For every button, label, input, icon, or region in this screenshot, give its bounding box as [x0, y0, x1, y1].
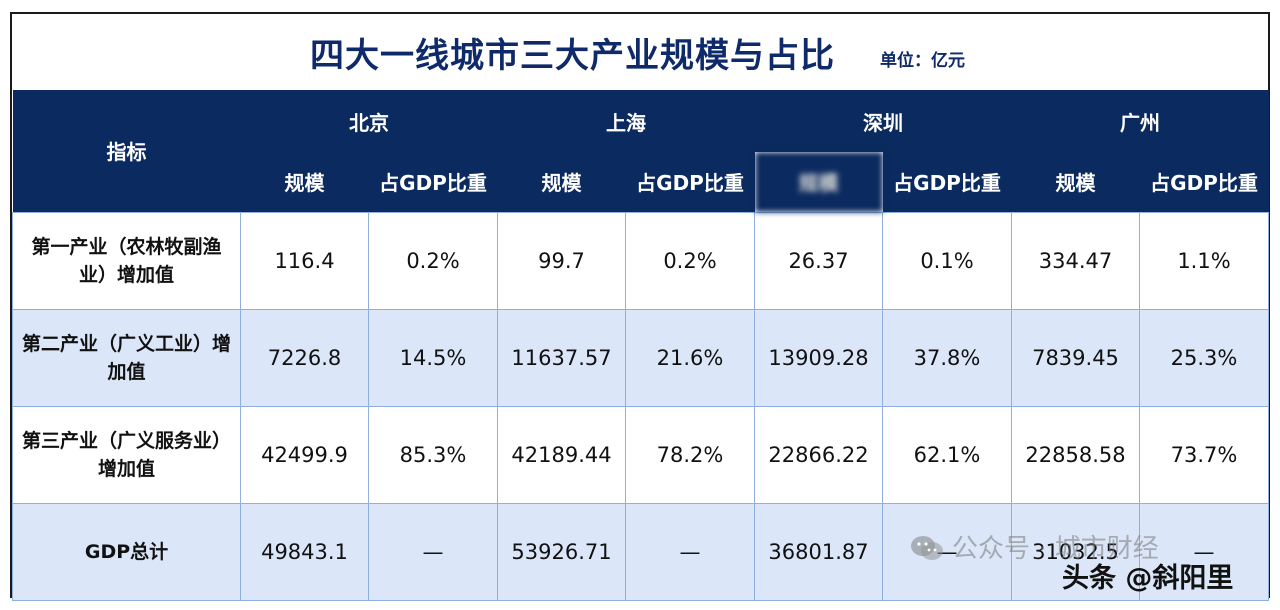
- table-cell: 36801.87: [754, 502, 883, 601]
- wechat-icon: [911, 536, 943, 560]
- header-sub: 占GDP比重: [625, 152, 755, 212]
- table-cell: 78.2%: [625, 405, 755, 504]
- header-city-shenzhen: 深圳: [754, 90, 1012, 152]
- header-city-shanghai: 上海: [497, 90, 755, 152]
- row-label: 第一产业（农林牧副渔业）增加值: [12, 211, 241, 310]
- table-cell: 25.3%: [1139, 308, 1269, 407]
- table-cell: 53926.71: [497, 502, 626, 601]
- industry-table: 指标 北京 上海 深圳 广州 规模 占GDP比重 规模 占GDP比重 规模 占G…: [12, 90, 1269, 601]
- table-cell: 116.4: [240, 211, 369, 310]
- table-cell: —: [1139, 502, 1269, 601]
- table-cell: 85.3%: [368, 405, 498, 504]
- watermark-gzh: 公众号 · 城市财经: [910, 528, 1159, 565]
- title-bar: 四大一线城市三大产业规模与占比 单位：亿元: [12, 14, 1268, 90]
- table-row: 第一产业（农林牧副渔业）增加值 116.4 0.2% 99.7 0.2% 26.…: [12, 211, 1269, 310]
- header-indicator: 指标: [12, 90, 241, 212]
- table-cell: 62.1%: [882, 405, 1012, 504]
- header-sub: 规模: [1011, 152, 1140, 212]
- table-cell: —: [882, 502, 1012, 601]
- table-cell: 13909.28: [754, 308, 883, 407]
- header-sub: 规模: [497, 152, 626, 212]
- row-label: 第二产业（广义工业）增加值: [12, 308, 241, 407]
- page-title: 四大一线城市三大产业规模与占比: [310, 36, 835, 76]
- table-card: 四大一线城市三大产业规模与占比 单位：亿元 指标 北京 上海 深圳 广州 规模 …: [10, 12, 1270, 601]
- table-cell: 7839.45: [1011, 308, 1140, 407]
- header-city-guangzhou: 广州: [1011, 90, 1269, 152]
- table-cell: 22858.58: [1011, 405, 1140, 504]
- table-cell: 42189.44: [497, 405, 626, 504]
- table-cell: —: [625, 502, 755, 601]
- table-row: 第二产业（广义工业）增加值 7226.8 14.5% 11637.57 21.6…: [12, 308, 1269, 407]
- table-cell: 99.7: [497, 211, 626, 310]
- header-sub: 占GDP比重: [882, 152, 1012, 212]
- row-label: GDP总计: [12, 502, 241, 601]
- header-city-beijing: 北京: [240, 90, 498, 152]
- table-cell: 334.47: [1011, 211, 1140, 310]
- table-cell: 31032.5: [1011, 502, 1140, 601]
- header-sub: 占GDP比重: [1139, 152, 1269, 212]
- table-cell: 42499.9: [240, 405, 369, 504]
- watermark-gzh-text: 公众号 · 城市财经: [952, 534, 1159, 564]
- header-sub: 规模: [240, 152, 369, 212]
- header-row-sub: 规模 占GDP比重 规模 占GDP比重 规模 占GDP比重 规模 占GDP比重: [13, 152, 1269, 212]
- unit-label: 单位：亿元: [880, 51, 965, 71]
- table-cell: 11637.57: [497, 308, 626, 407]
- table-cell: 0.1%: [882, 211, 1012, 310]
- row-label: 第三产业（广义服务业）增加值: [12, 405, 241, 504]
- table-cell: 14.5%: [368, 308, 498, 407]
- table-cell: 49843.1: [240, 502, 369, 601]
- table-row-total: GDP总计 49843.1 — 53926.71 — 36801.87 — 31…: [12, 502, 1269, 601]
- table-cell: 37.8%: [882, 308, 1012, 407]
- table-cell: 21.6%: [625, 308, 755, 407]
- table-cell: 7226.8: [240, 308, 369, 407]
- table-cell: —: [368, 502, 498, 601]
- table-cell: 1.1%: [1139, 211, 1269, 310]
- table-cell: 22866.22: [754, 405, 883, 504]
- header-row-cities: 指标 北京 上海 深圳 广州: [12, 90, 1269, 212]
- table-cell: 73.7%: [1139, 405, 1269, 504]
- header-sub: 规模: [754, 152, 883, 212]
- table-cell: 0.2%: [368, 211, 498, 310]
- table-row: 第三产业（广义服务业）增加值 42499.9 85.3% 42189.44 78…: [12, 405, 1269, 504]
- watermark-toutiao: 头条 @斜阳里: [1062, 563, 1234, 594]
- header-sub: 占GDP比重: [368, 152, 498, 212]
- table-cell: 26.37: [754, 211, 883, 310]
- table-cell: 0.2%: [625, 211, 755, 310]
